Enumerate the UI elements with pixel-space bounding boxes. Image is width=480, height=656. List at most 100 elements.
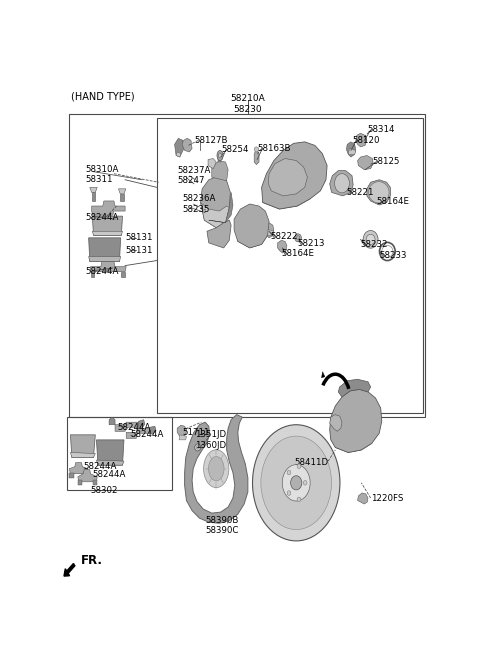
Polygon shape <box>263 196 310 209</box>
Ellipse shape <box>363 230 378 248</box>
Polygon shape <box>126 428 150 438</box>
Ellipse shape <box>204 450 229 487</box>
Polygon shape <box>71 453 96 458</box>
Polygon shape <box>138 420 145 428</box>
Polygon shape <box>96 460 124 465</box>
Text: 58221: 58221 <box>347 188 374 197</box>
Ellipse shape <box>287 470 291 475</box>
Polygon shape <box>238 234 267 248</box>
Text: 58237A
58247: 58237A 58247 <box>177 166 211 186</box>
Text: 58390B
58390C: 58390B 58390C <box>205 516 239 535</box>
Ellipse shape <box>254 147 259 152</box>
Text: 58244A: 58244A <box>85 213 119 222</box>
Polygon shape <box>93 480 97 485</box>
Polygon shape <box>149 426 156 434</box>
Polygon shape <box>201 203 229 228</box>
Text: 58127B: 58127B <box>194 136 228 145</box>
Text: 58233: 58233 <box>379 251 407 260</box>
Text: 58164E: 58164E <box>281 249 314 258</box>
Polygon shape <box>83 473 88 478</box>
Polygon shape <box>91 262 126 272</box>
Text: 1351JD
1360JD: 1351JD 1360JD <box>195 430 226 449</box>
Text: 58236A
58235: 58236A 58235 <box>183 194 216 214</box>
Ellipse shape <box>291 476 302 490</box>
Polygon shape <box>208 159 216 169</box>
Ellipse shape <box>282 464 310 501</box>
Polygon shape <box>330 415 342 431</box>
Polygon shape <box>264 222 274 238</box>
Polygon shape <box>335 441 372 453</box>
Ellipse shape <box>217 150 223 161</box>
Ellipse shape <box>297 497 301 502</box>
Ellipse shape <box>252 424 340 541</box>
Polygon shape <box>121 272 125 277</box>
Ellipse shape <box>297 236 300 240</box>
Polygon shape <box>120 194 124 201</box>
Polygon shape <box>185 415 248 523</box>
Ellipse shape <box>195 444 201 451</box>
Polygon shape <box>201 176 230 228</box>
Text: 58244A: 58244A <box>118 422 151 432</box>
Ellipse shape <box>196 446 199 449</box>
Polygon shape <box>109 417 115 424</box>
Text: FR.: FR. <box>81 554 102 567</box>
Polygon shape <box>91 272 94 277</box>
Text: 1220FS: 1220FS <box>371 495 403 503</box>
Text: 58244A: 58244A <box>85 267 119 276</box>
Polygon shape <box>348 148 356 155</box>
Polygon shape <box>358 493 368 504</box>
Text: 58131: 58131 <box>125 246 153 255</box>
Polygon shape <box>71 435 96 458</box>
Polygon shape <box>92 201 125 215</box>
Text: 58411D: 58411D <box>294 458 328 467</box>
Polygon shape <box>338 379 371 397</box>
Text: 58120: 58120 <box>352 136 380 145</box>
Ellipse shape <box>303 481 307 485</box>
Ellipse shape <box>208 457 224 481</box>
Bar <box>156 117 423 413</box>
Ellipse shape <box>261 436 332 529</box>
Ellipse shape <box>218 153 221 158</box>
Polygon shape <box>330 171 353 196</box>
Polygon shape <box>78 470 97 482</box>
Text: (HAND TYPE): (HAND TYPE) <box>71 92 135 102</box>
Text: 58310A
58311: 58310A 58311 <box>85 165 119 184</box>
Polygon shape <box>234 204 269 248</box>
Text: 58302: 58302 <box>91 486 119 495</box>
FancyArrow shape <box>64 564 75 576</box>
Polygon shape <box>212 161 228 181</box>
Ellipse shape <box>295 234 301 242</box>
Ellipse shape <box>366 234 375 245</box>
Text: 58244A: 58244A <box>130 430 163 440</box>
Polygon shape <box>69 473 74 478</box>
Polygon shape <box>92 216 122 236</box>
Polygon shape <box>182 138 192 152</box>
Bar <box>67 417 172 491</box>
Text: 58163B: 58163B <box>257 144 291 153</box>
Text: 58125: 58125 <box>372 157 400 166</box>
Polygon shape <box>347 142 356 157</box>
Ellipse shape <box>297 464 301 468</box>
Polygon shape <box>367 180 390 205</box>
Polygon shape <box>209 192 233 222</box>
Polygon shape <box>177 425 186 438</box>
Polygon shape <box>96 440 124 465</box>
Polygon shape <box>356 133 367 147</box>
Polygon shape <box>207 220 231 248</box>
Polygon shape <box>266 229 274 236</box>
Ellipse shape <box>369 182 389 203</box>
Text: 58314: 58314 <box>367 125 395 134</box>
Bar <box>69 114 424 417</box>
Polygon shape <box>358 155 373 170</box>
Polygon shape <box>176 152 181 157</box>
Text: 58222: 58222 <box>270 232 298 241</box>
Polygon shape <box>78 480 83 485</box>
Polygon shape <box>179 435 186 440</box>
Ellipse shape <box>287 491 291 495</box>
Polygon shape <box>89 256 120 262</box>
Polygon shape <box>69 462 88 474</box>
Ellipse shape <box>335 174 349 193</box>
Polygon shape <box>119 189 126 194</box>
Polygon shape <box>330 390 382 453</box>
Polygon shape <box>254 150 259 165</box>
